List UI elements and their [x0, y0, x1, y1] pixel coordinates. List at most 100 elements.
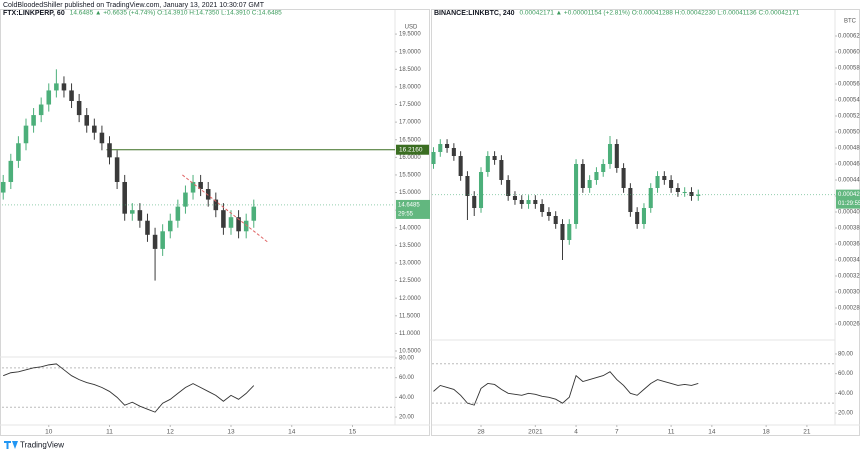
y-tick-label: 16.0000 [399, 155, 421, 161]
candle-body [614, 144, 619, 168]
x-tick-label: 14 [288, 429, 296, 436]
candle-body [198, 181, 203, 190]
y-tick-label: 0.00046000 [838, 162, 860, 168]
left-panel [0, 9, 430, 436]
y-tick-label: 18.0000 [399, 84, 421, 90]
x-tick-label: 13 [227, 429, 235, 436]
candle-body [228, 217, 234, 228]
candle-body [16, 143, 21, 161]
candle-body [61, 83, 67, 91]
countdown: 01:29:55 [838, 201, 860, 207]
candle-body [175, 206, 181, 221]
x-tick-label: 21 [803, 429, 811, 436]
candle-body [601, 164, 606, 172]
candle-body [478, 172, 484, 208]
rsi-tick-label: 20.00 [399, 415, 415, 421]
candle-body [519, 200, 524, 204]
currency: BTC [844, 19, 857, 25]
candle-body [205, 189, 211, 200]
candle-body [512, 196, 517, 200]
candle-body [689, 192, 694, 196]
candle-body [243, 220, 249, 232]
x-tick-label: 10 [45, 429, 53, 436]
footer-brand: TradingView [20, 441, 64, 450]
candle-body [221, 210, 226, 228]
last-price-label: 14.6485 [398, 203, 420, 209]
candle-body [84, 115, 90, 126]
candle-body [526, 200, 531, 204]
trendline [182, 174, 268, 243]
y-tick-label: 0.00030000 [838, 290, 860, 296]
y-tick-label: 0.00052000 [838, 114, 860, 120]
candle-body [641, 208, 646, 224]
candle-body [69, 90, 74, 101]
y-tick-label: 0.00036000 [838, 242, 860, 248]
y-tick-label: 12.0000 [399, 296, 421, 302]
quote: 0.00042171 ▲ +0.00001154 (+2.81%) O:0.00… [520, 10, 800, 17]
x-tick-label: 4 [574, 429, 578, 436]
candle-body [114, 157, 120, 182]
y-tick-label: 12.5000 [399, 278, 421, 284]
candle-body [251, 206, 257, 221]
y-tick-label: 0.00028000 [838, 306, 860, 312]
y-tick-label: 19.0000 [399, 49, 421, 55]
rsi-line [433, 371, 699, 406]
candle-body [553, 216, 558, 224]
candle-body [662, 176, 667, 180]
candle-body [499, 160, 504, 180]
y-tick-label: 0.00044000 [838, 178, 860, 184]
candle-body [107, 143, 112, 158]
candle-body [438, 144, 443, 152]
rsi-tick-label: 60.00 [838, 371, 854, 377]
rsi-tick-label: 60.00 [399, 375, 415, 381]
symbol: BINANCE:LINKBTC, 240 [434, 10, 515, 17]
candle-body [458, 156, 463, 176]
y-tick-label: 15.0000 [399, 190, 421, 196]
x-tick-label: 18 [763, 429, 771, 436]
symbol: FTX:LINKPERP, 60 [3, 10, 65, 17]
y-tick-label: 0.00038000 [838, 226, 860, 232]
y-tick-label: 18.5000 [399, 67, 421, 73]
candle-body [31, 115, 36, 126]
candle-body [99, 132, 105, 144]
hline-tag [396, 144, 429, 155]
x-tick-label: 2021 [528, 429, 543, 436]
y-tick-label: 0.00050000 [838, 130, 860, 136]
rsi-tick-label: 80.00 [838, 352, 854, 358]
candle-body [621, 168, 626, 188]
rsi-line [3, 363, 255, 413]
candle-body [546, 212, 551, 216]
candle-body [130, 210, 135, 214]
hline-label: 16.2160 [399, 146, 423, 153]
candle-body [0, 181, 6, 193]
y-tick-label: 14.0000 [399, 225, 421, 231]
candle-body [580, 164, 585, 188]
y-tick-label: 0.00032000 [838, 274, 860, 280]
x-tick-label: 15 [349, 429, 357, 436]
logo[interactable]: TradingView [4, 441, 64, 450]
candle-body [46, 90, 52, 105]
candle-body [54, 83, 59, 91]
x-tick-label: 14 [708, 429, 716, 436]
rsi-tick-label: 40.00 [838, 391, 854, 397]
candle-body [594, 172, 599, 180]
candle-body [38, 104, 44, 116]
publish-header: ColdBloodedShiller published on TradingV… [3, 2, 265, 9]
candle-body [76, 100, 82, 116]
last-price-tag [836, 189, 860, 209]
candle-body [696, 194, 701, 196]
candle-body [451, 148, 456, 156]
last-price-tag [396, 199, 430, 219]
currency: USD [405, 25, 418, 31]
candle-body [574, 164, 579, 224]
candle-body [92, 125, 97, 133]
candle-body [431, 152, 436, 164]
candle-body [648, 188, 653, 208]
y-tick-label: 0.00058000 [838, 66, 860, 72]
x-tick-label: 28 [477, 429, 485, 436]
y-tick-label: 17.0000 [399, 120, 421, 126]
rsi-tick-label: 20.00 [838, 411, 854, 417]
candle-body [445, 144, 450, 148]
candle-body [190, 181, 196, 193]
